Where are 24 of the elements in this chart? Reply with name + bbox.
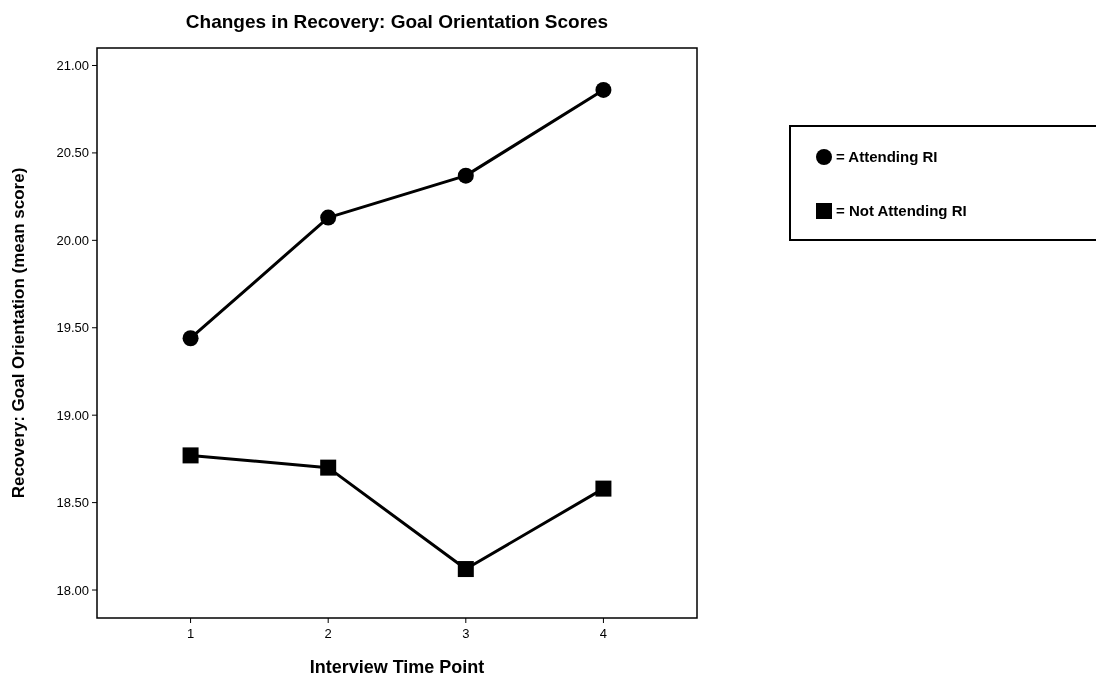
x-tick-label: 4 — [599, 626, 608, 641]
x-axis-title: Interview Time Point — [309, 657, 485, 677]
y-tick-label: 20.50 — [56, 145, 89, 161]
point — [457, 167, 474, 184]
point — [320, 459, 337, 476]
y-tick-label: 20.00 — [56, 232, 89, 248]
x-tick-label: 1 — [186, 626, 195, 641]
y-axis-title: Recovery: Goal Orientation (mean score) — [9, 167, 28, 499]
point — [595, 480, 612, 497]
y-tick-label: 18.50 — [56, 495, 89, 511]
y-tick-label: 18.00 — [56, 582, 89, 598]
y-tick-label: 21.00 — [56, 58, 89, 74]
chart-title: Changes in Recovery: Goal Orientation Scores — [185, 11, 609, 32]
point — [320, 209, 337, 226]
y-tick-label: 19.00 — [56, 407, 89, 423]
point — [457, 561, 474, 578]
legend-label: = Attending RI — [836, 148, 938, 166]
y-tick-label: 19.50 — [56, 320, 89, 336]
x-tick-label: 2 — [324, 626, 332, 641]
point — [182, 330, 199, 347]
legend-label: = Not Attending RI — [836, 202, 967, 220]
point — [595, 81, 612, 98]
point — [182, 447, 199, 464]
x-tick-label: 3 — [462, 626, 470, 641]
